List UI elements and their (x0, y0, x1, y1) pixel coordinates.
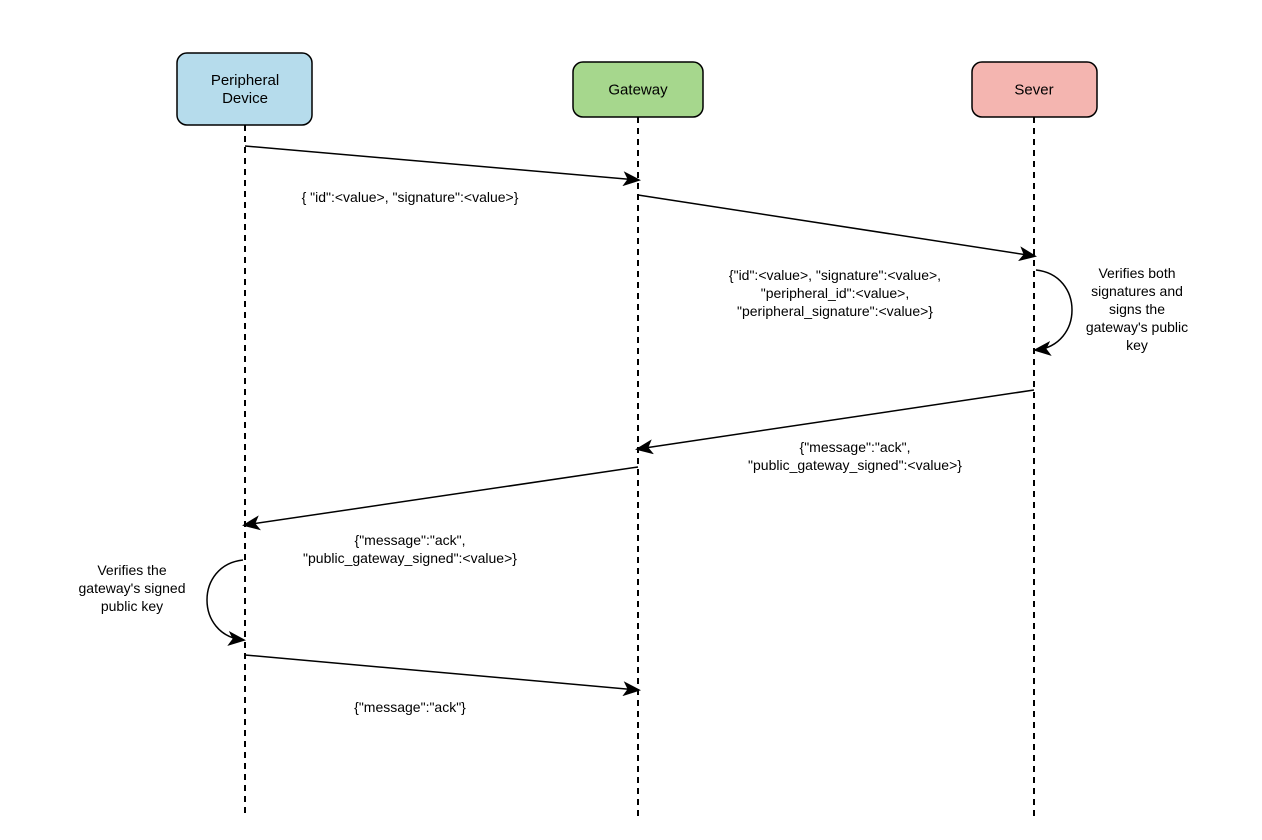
message-arrow: {"id":<value>, "signature":<value>, "peri… (638, 195, 1034, 319)
message-arrow: {"message":"ack", "public_gateway_signed"… (638, 390, 1034, 473)
message-arrow: { "id":<value>, "signature":<value>} (245, 146, 638, 205)
self-action-label: Verifies the (97, 562, 166, 578)
self-action-label: Verifies both (1098, 265, 1175, 281)
self-action-label: gateway's signed (79, 580, 186, 596)
participant-label: Sever (1014, 82, 1053, 99)
self-action-label: key (1126, 337, 1148, 353)
participant-label: Gateway (608, 82, 668, 99)
self-actions: Verifies both signatures and signs the gate… (79, 265, 1189, 640)
message-label: {"id":<value>, "signature":<value>, (729, 267, 941, 283)
participants: PeripheralDevice Gateway Sever (177, 53, 1097, 125)
sequence-diagram: PeripheralDevice Gateway Sever { "id":<val… (0, 0, 1262, 840)
self-action: Verifies both signatures and signs the gate… (1036, 265, 1188, 353)
participant-label: Peripheral (211, 72, 279, 89)
message-label: "peripheral_signature":<value>} (737, 303, 933, 319)
message-label: {"message":"ack", (355, 532, 466, 548)
message-label: "peripheral_id":<value>, (761, 285, 909, 301)
message-label: {"message":"ack"} (354, 699, 466, 715)
message-label: { "id":<value>, "signature":<value>} (302, 189, 519, 205)
participant-gateway: Gateway (573, 62, 703, 117)
self-action-label: gateway's public (1086, 319, 1188, 335)
messages: { "id":<value>, "signature":<value>} {"id… (245, 146, 1034, 715)
participant-server: Sever (972, 62, 1097, 117)
message-label: "public_gateway_signed":<value>} (303, 550, 517, 566)
message-arrow: {"message":"ack"} (245, 655, 638, 715)
message-arrow: {"message":"ack", "public_gateway_signed"… (245, 467, 638, 566)
self-action-label: signs the (1109, 301, 1165, 317)
message-label: "public_gateway_signed":<value>} (748, 457, 962, 473)
message-label: {"message":"ack", (800, 439, 911, 455)
self-action-label: public key (101, 598, 163, 614)
self-action: Verifies the gateway's signed public key (79, 560, 243, 640)
self-action-label: signatures and (1091, 283, 1183, 299)
participant-peripheral: PeripheralDevice (177, 53, 312, 125)
participant-label: Device (222, 90, 268, 107)
